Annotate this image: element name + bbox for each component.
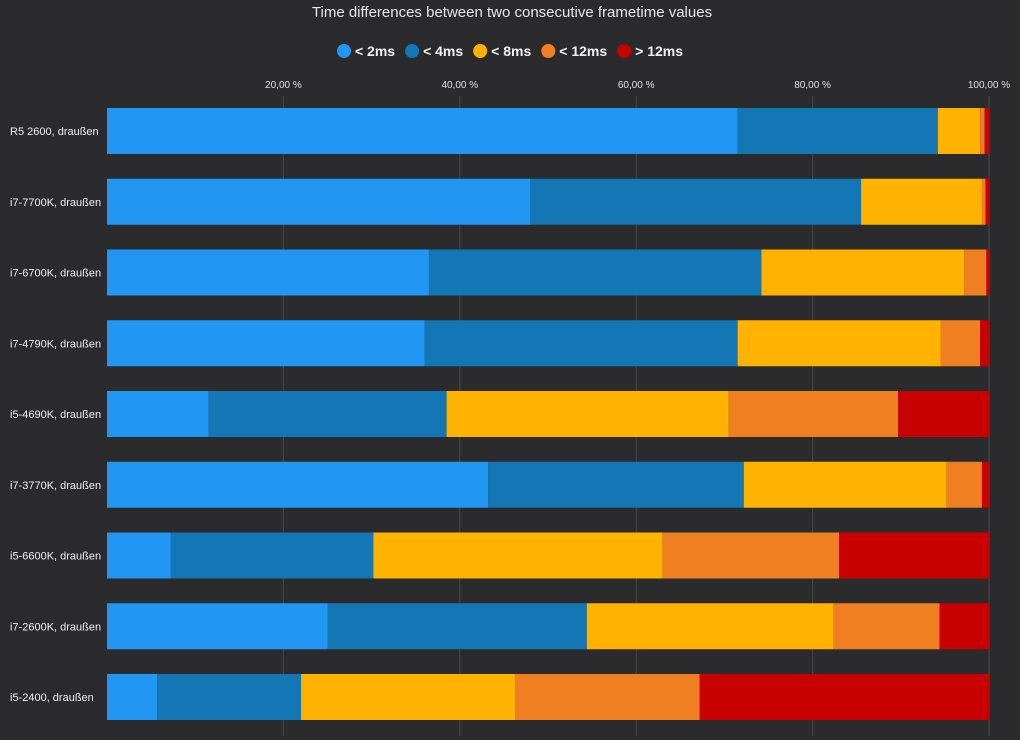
bar-segment[interactable]: [586, 603, 834, 650]
bar-segment[interactable]: [424, 320, 738, 367]
category-label: i5-4690K, draußen: [10, 409, 101, 421]
bar-row: [107, 461, 989, 508]
bar-segment[interactable]: [157, 674, 302, 720]
legend-label: > 12ms: [635, 43, 683, 59]
bar-segment[interactable]: [515, 674, 700, 720]
legend-label: < 12ms: [559, 43, 607, 59]
legend: < 2ms < 4ms < 8ms < 12ms > 12ms: [336, 43, 683, 59]
bar-segment[interactable]: [946, 461, 982, 508]
bar-segment[interactable]: [980, 320, 989, 367]
bar-segment[interactable]: [898, 391, 989, 437]
category-label: i5-6600K, draußen: [10, 551, 101, 563]
category-label: i7-2600K, draußen: [10, 621, 101, 633]
bar-segment[interactable]: [446, 391, 729, 437]
bar-segment[interactable]: [761, 249, 965, 296]
category-label: i7-3770K, draußen: [10, 480, 101, 492]
bar-segment[interactable]: [980, 108, 985, 154]
bar-row: [107, 391, 989, 437]
x-tick-label: 80,00 %: [794, 80, 831, 91]
legend-item[interactable]: < 4ms: [405, 43, 463, 59]
bar-row: [107, 532, 989, 579]
bar-segment[interactable]: [833, 603, 940, 650]
legend-item[interactable]: > 12ms: [617, 43, 683, 59]
category-label: i5-2400, draußen: [10, 692, 94, 704]
bar-segment[interactable]: [981, 461, 989, 508]
bar-segment[interactable]: [107, 108, 738, 154]
legend-swatch: [473, 44, 488, 58]
bar-segment[interactable]: [301, 674, 516, 720]
legend-swatch: [617, 44, 632, 58]
bar-segment[interactable]: [170, 532, 374, 579]
bar-segment[interactable]: [107, 461, 489, 508]
bar-segment[interactable]: [937, 108, 981, 154]
bar-segment[interactable]: [107, 178, 531, 225]
x-tick-label: 100,00 %: [968, 80, 1010, 91]
legend-swatch: [405, 44, 420, 58]
category-label: R5 2600, draußen: [10, 126, 99, 138]
legend-label: < 8ms: [491, 43, 531, 59]
category-label: i7-4790K, draußen: [10, 338, 101, 350]
bar-row: [107, 108, 989, 154]
bar-segment[interactable]: [728, 391, 899, 437]
bars: [107, 108, 989, 720]
bar-segment[interactable]: [107, 674, 158, 720]
bar-segment[interactable]: [428, 249, 762, 296]
bar-segment[interactable]: [984, 108, 989, 154]
bar-segment[interactable]: [107, 391, 209, 437]
legend-item[interactable]: < 8ms: [473, 43, 531, 59]
bar-segment[interactable]: [699, 674, 989, 720]
legend-item[interactable]: < 2ms: [336, 43, 395, 59]
x-tick-label: 60,00 %: [618, 80, 655, 91]
bar-segment[interactable]: [488, 461, 744, 508]
category-labels: R5 2600, draußen i7-7700K, draußen i7-6700…: [10, 126, 101, 704]
bar-segment[interactable]: [985, 178, 989, 225]
bar-segment[interactable]: [107, 532, 171, 579]
bar-segment[interactable]: [940, 320, 981, 367]
legend-label: < 2ms: [355, 43, 395, 59]
bar-segment[interactable]: [839, 532, 989, 579]
bar-segment[interactable]: [861, 178, 982, 225]
bar-segment[interactable]: [327, 603, 587, 650]
bar-segment[interactable]: [981, 178, 986, 225]
bar-segment[interactable]: [107, 249, 429, 296]
bar-segment[interactable]: [107, 603, 328, 650]
bar-row: [107, 249, 989, 296]
bar-segment[interactable]: [662, 532, 840, 579]
bar-segment[interactable]: [530, 178, 862, 225]
bar-segment[interactable]: [737, 320, 941, 367]
bar-segment[interactable]: [939, 603, 989, 650]
bar-row: [107, 603, 989, 650]
bar-segment[interactable]: [743, 461, 947, 508]
bar-segment[interactable]: [373, 532, 663, 579]
bar-segment[interactable]: [964, 249, 987, 296]
legend-label: < 4ms: [423, 43, 463, 59]
legend-swatch: [541, 44, 556, 58]
bar-segment[interactable]: [986, 249, 989, 296]
x-tick-label: 20,00 %: [265, 80, 302, 91]
bar-segment[interactable]: [208, 391, 447, 437]
legend-swatch: [336, 44, 351, 58]
bar-row: [107, 320, 989, 367]
category-label: i7-6700K, draußen: [10, 268, 101, 280]
bar-row: [107, 674, 989, 720]
bar-row: [107, 178, 989, 225]
category-label: i7-7700K, draußen: [10, 197, 101, 209]
x-axis-ticks: 20,00 % 40,00 % 60,00 % 80,00 % 100,00 %: [265, 80, 1010, 91]
chart-title: Time differences between two consecutive…: [312, 4, 712, 21]
x-tick-label: 40,00 %: [441, 80, 478, 91]
legend-item[interactable]: < 12ms: [541, 43, 607, 59]
bar-segment[interactable]: [737, 108, 938, 154]
bar-segment[interactable]: [107, 320, 425, 367]
